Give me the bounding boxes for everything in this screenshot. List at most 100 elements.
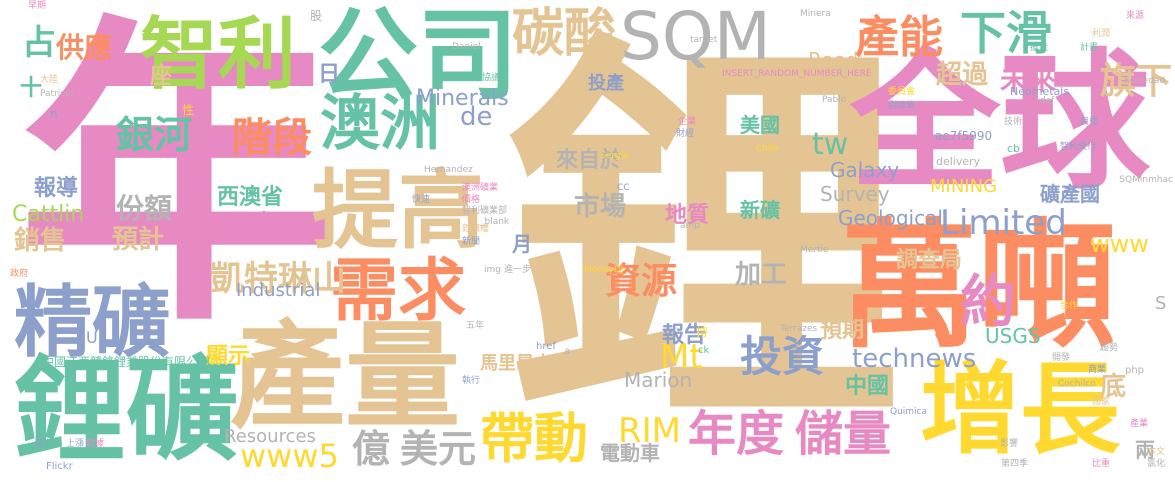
word-u: U bbox=[86, 328, 98, 347]
word-s35: 合作 bbox=[1060, 301, 1079, 311]
word-de: de bbox=[460, 102, 493, 132]
word-meiguo: 美國 bbox=[740, 113, 780, 137]
word-s3: 智利礦業部 bbox=[462, 206, 508, 216]
word-s12: 企業 bbox=[678, 117, 697, 127]
word-xiaozhou: 西澳省 bbox=[217, 185, 284, 210]
word-aozhou: 澳洲 bbox=[320, 89, 440, 159]
word-s20: 氯化 bbox=[1147, 459, 1166, 469]
word-chuliang: 儲量 bbox=[795, 406, 892, 462]
word-s22: 五年 bbox=[466, 321, 485, 331]
word-www5: www5 bbox=[240, 437, 339, 475]
word-ck: ck bbox=[698, 345, 710, 356]
word-hernandez: Hernandez bbox=[424, 165, 473, 175]
word-s39: 鋰礦權 bbox=[462, 224, 490, 234]
word-s38: 股 bbox=[310, 9, 323, 23]
word-terrazes: Terrazes bbox=[780, 324, 818, 334]
word-ziyuan: 資源 bbox=[605, 261, 678, 302]
word-touchan: 投產 bbox=[588, 73, 624, 94]
word-s10: 技術 bbox=[1004, 117, 1023, 127]
word-quanqiu: 全球 bbox=[850, 36, 1151, 210]
word-s16: 政府 bbox=[10, 269, 29, 279]
word-s13: 產業 bbox=[1130, 419, 1149, 429]
word-flickr: Flickr bbox=[46, 461, 73, 472]
word-jingkuang: 精礦 bbox=[14, 278, 171, 368]
word-tansuan: 碳酸 bbox=[512, 4, 617, 64]
word-liang: 兩 bbox=[1135, 438, 1155, 462]
word-s40: 澳洲礦業 bbox=[462, 183, 499, 193]
word-s7: 目標 bbox=[1080, 117, 1099, 127]
word-s33: 開發 bbox=[1052, 353, 1071, 363]
word-li: 鋰 bbox=[505, 5, 905, 470]
word-a: a bbox=[564, 346, 571, 357]
word-s32: 數據 bbox=[86, 439, 105, 449]
word-fene: 份額 bbox=[116, 192, 173, 225]
word-cochilco: Cochilco bbox=[1058, 379, 1096, 389]
word-n: n bbox=[50, 107, 58, 121]
word-sociedad: Sociedad bbox=[1124, 76, 1166, 86]
word-moneydj: MoneyDJ bbox=[584, 265, 624, 275]
word-qixia: 旗下 bbox=[1100, 61, 1173, 102]
word-touzi: 投資 bbox=[740, 332, 825, 381]
word-s: S bbox=[1155, 293, 1167, 314]
word-di: 底 bbox=[1100, 372, 1127, 402]
word-s4: 新聞 bbox=[462, 237, 481, 247]
word-daidong: 帶動 bbox=[480, 407, 588, 470]
word-kaite: 凱特琳山 bbox=[210, 259, 346, 299]
word-weilai: 未來 bbox=[1000, 63, 1057, 96]
word-s5: 副總裁 bbox=[888, 101, 916, 111]
word-yinhe: 銀河 bbox=[116, 113, 193, 157]
word-s8: 來源 bbox=[1126, 11, 1145, 21]
word-sqm: SQM bbox=[620, 0, 771, 75]
word-laizi: 來自於 bbox=[556, 148, 623, 173]
word-target: target bbox=[690, 35, 718, 45]
word-wandun: 萬噸 bbox=[840, 206, 1117, 367]
word-dian: 電動車 bbox=[600, 441, 660, 465]
word-baodao: 報導 bbox=[34, 176, 79, 201]
word-daniel: Daniel bbox=[452, 42, 481, 52]
word-s11: 協議 bbox=[482, 73, 501, 83]
word-s14: 大陸 bbox=[40, 75, 59, 85]
word-s6: 智利央行 bbox=[1060, 142, 1097, 152]
word-minerals: Minerals bbox=[416, 86, 509, 111]
word-zhan: 占 bbox=[22, 23, 56, 63]
word-limited: Limited bbox=[940, 203, 1067, 243]
word-geological: Geological bbox=[838, 206, 943, 230]
word-def: def bbox=[1040, 96, 1055, 106]
word-survey: Survey bbox=[820, 182, 890, 206]
word-yue: 約 bbox=[960, 270, 1016, 335]
word-s15: 擴產 bbox=[1030, 43, 1049, 53]
word-s27: 委員會 bbox=[888, 87, 916, 97]
word-delivery: delivery bbox=[936, 155, 981, 168]
word-s24: 進一步 bbox=[504, 265, 532, 275]
word-s21: 本文 bbox=[1147, 447, 1166, 457]
word-industrial: Industrial bbox=[236, 280, 321, 301]
word-xiaoshou: 銷售 bbox=[14, 226, 67, 256]
word-niandu: 年度 bbox=[688, 406, 785, 462]
word-jiagong: 加工 bbox=[735, 260, 788, 290]
word-mining: MINING bbox=[930, 176, 998, 197]
word-s18: 第四季 bbox=[1001, 459, 1029, 469]
word-jiangxi: 中國江西贛鋒鋰業股份有限公司 bbox=[42, 355, 211, 369]
word-s36: 減少 bbox=[34, 439, 53, 449]
word-xiahua: 下滑 bbox=[960, 6, 1052, 60]
word-mt: Mt bbox=[660, 337, 703, 377]
word-usgs: USGS bbox=[985, 324, 1041, 348]
word-shichang: 市場 bbox=[574, 192, 627, 222]
word-quimica: Quimica bbox=[890, 407, 928, 417]
word-xuqiu: 需求 bbox=[330, 252, 467, 331]
word-gongdun: 公噸 bbox=[232, 211, 277, 236]
word-s34: 趨勢 bbox=[1100, 343, 1119, 353]
word-s23: 執行 bbox=[462, 376, 481, 386]
word-marion: Marion bbox=[624, 368, 693, 392]
word-xinkuang: 新礦 bbox=[740, 198, 780, 222]
word-insert: INSERT_RANDOM_NUMBER_HERE bbox=[722, 69, 872, 79]
word-s19: 比重 bbox=[1092, 459, 1111, 469]
word-s25: 利潤 bbox=[1092, 29, 1111, 39]
word-s17: 上漲 bbox=[66, 439, 85, 449]
word-diaochaju: 調查局 bbox=[896, 248, 963, 273]
word-dizhi: 地質 bbox=[665, 203, 710, 228]
word-chile: Chile bbox=[756, 144, 779, 154]
word-xing: 性 bbox=[182, 103, 195, 117]
word-reed: Reed bbox=[808, 48, 859, 72]
